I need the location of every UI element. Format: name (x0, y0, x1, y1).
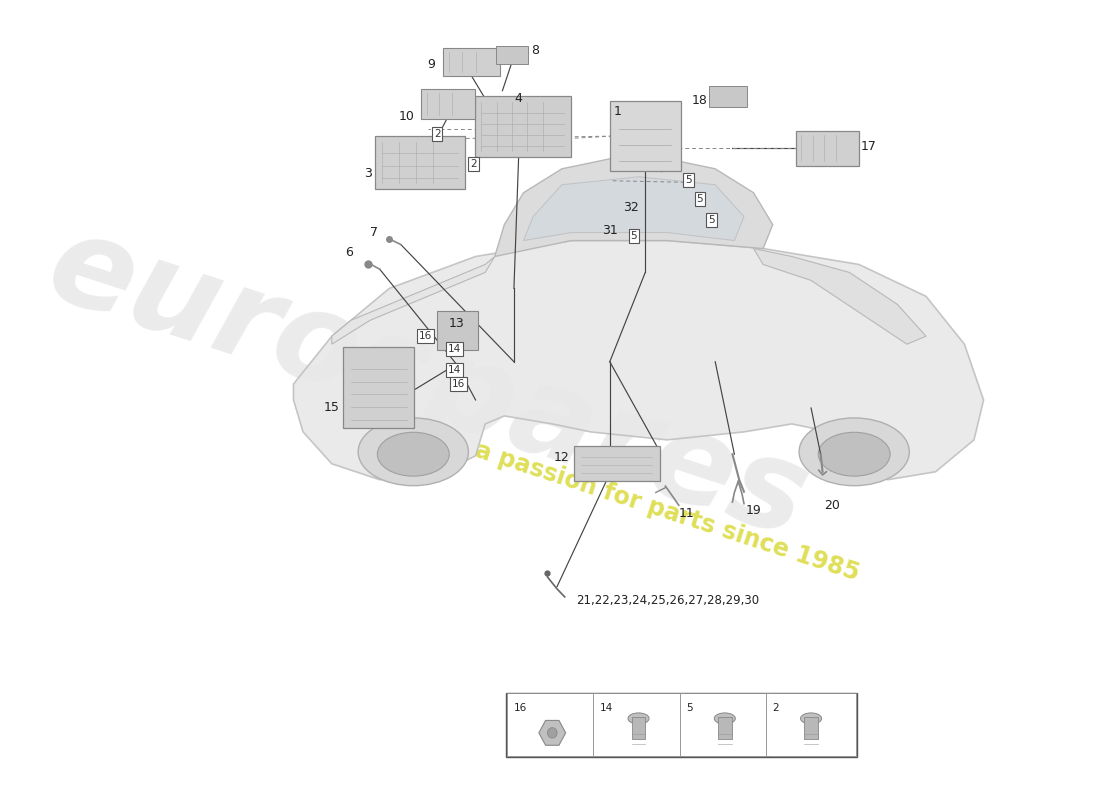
Text: 14: 14 (448, 344, 461, 354)
FancyBboxPatch shape (574, 446, 660, 482)
Text: 18: 18 (692, 94, 707, 106)
Text: eurospares: eurospares (33, 205, 822, 564)
Ellipse shape (359, 418, 469, 486)
FancyBboxPatch shape (443, 48, 499, 76)
FancyBboxPatch shape (474, 96, 571, 157)
Polygon shape (495, 153, 772, 257)
Text: 17: 17 (861, 140, 877, 153)
Text: 6: 6 (345, 246, 353, 259)
Bar (631, 717, 646, 739)
Text: 8: 8 (531, 44, 539, 58)
Text: 14: 14 (601, 703, 614, 713)
Text: 19: 19 (746, 503, 761, 517)
FancyBboxPatch shape (594, 694, 683, 756)
FancyBboxPatch shape (609, 101, 681, 171)
FancyBboxPatch shape (375, 136, 465, 189)
Bar (804, 717, 817, 739)
FancyBboxPatch shape (710, 86, 747, 106)
Text: 16: 16 (419, 331, 432, 342)
Ellipse shape (714, 713, 735, 724)
Text: 1: 1 (614, 105, 622, 118)
Text: 5: 5 (630, 230, 637, 241)
Text: 5: 5 (685, 175, 692, 185)
Polygon shape (539, 721, 565, 746)
Text: 20: 20 (825, 498, 840, 512)
Text: 12: 12 (553, 451, 570, 464)
Text: 16: 16 (514, 703, 527, 713)
FancyBboxPatch shape (680, 694, 770, 756)
Text: 5: 5 (708, 215, 715, 225)
Polygon shape (524, 177, 744, 241)
Text: 11: 11 (679, 506, 694, 520)
Text: 5: 5 (686, 703, 693, 713)
Text: 5: 5 (696, 194, 703, 204)
Ellipse shape (628, 713, 649, 724)
Text: 4: 4 (515, 92, 522, 105)
Text: 15: 15 (323, 402, 340, 414)
FancyBboxPatch shape (343, 347, 415, 428)
Polygon shape (332, 257, 495, 344)
Text: 3: 3 (364, 167, 372, 180)
Text: 2: 2 (433, 129, 441, 138)
Polygon shape (294, 241, 983, 480)
Ellipse shape (548, 728, 557, 738)
Text: 10: 10 (398, 110, 415, 122)
Ellipse shape (377, 432, 449, 476)
FancyBboxPatch shape (766, 694, 856, 756)
Text: 2: 2 (471, 159, 477, 169)
Text: 14: 14 (448, 365, 461, 374)
Text: 13: 13 (449, 317, 464, 330)
Ellipse shape (818, 432, 890, 476)
FancyBboxPatch shape (795, 130, 859, 166)
FancyBboxPatch shape (438, 310, 477, 350)
FancyBboxPatch shape (496, 46, 528, 63)
Text: 21,22,23,24,25,26,27,28,29,30: 21,22,23,24,25,26,27,28,29,30 (576, 594, 759, 607)
FancyBboxPatch shape (506, 693, 857, 757)
Text: 32: 32 (623, 201, 638, 214)
Ellipse shape (799, 418, 910, 486)
FancyBboxPatch shape (421, 89, 474, 118)
FancyBboxPatch shape (507, 694, 597, 756)
Text: 7: 7 (370, 226, 377, 239)
Text: 31: 31 (602, 225, 617, 238)
Text: 16: 16 (452, 379, 465, 389)
Text: 9: 9 (428, 58, 436, 71)
Text: 2: 2 (772, 703, 779, 713)
Text: a passion for parts since 1985: a passion for parts since 1985 (472, 438, 862, 586)
Bar (718, 717, 732, 739)
Polygon shape (754, 249, 926, 344)
Ellipse shape (801, 713, 822, 724)
